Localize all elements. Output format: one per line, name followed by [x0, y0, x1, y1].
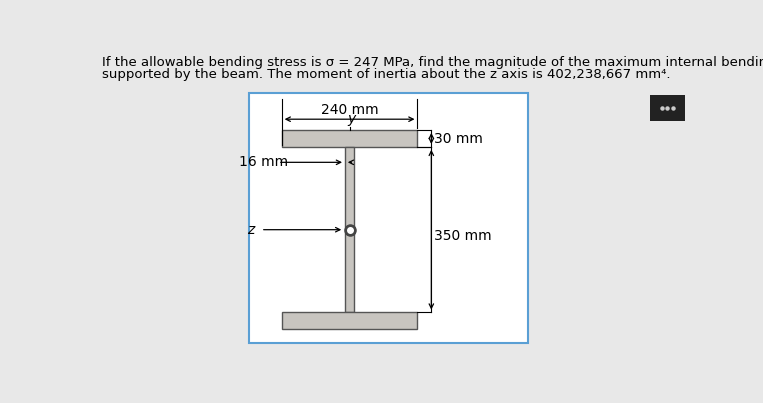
Text: supported by the beam. The moment of inertia about the z axis is 402,238,667 mm⁴: supported by the beam. The moment of ine…	[101, 69, 670, 81]
Bar	[649, 95, 685, 121]
Text: 240 mm: 240 mm	[320, 103, 378, 117]
Text: 16 mm: 16 mm	[239, 155, 288, 169]
Bar	[282, 312, 417, 329]
Bar	[282, 130, 417, 147]
Bar	[249, 93, 528, 343]
Text: 350 mm: 350 mm	[434, 229, 492, 243]
Text: y: y	[347, 112, 356, 126]
Text: z: z	[247, 223, 254, 237]
Text: 30 mm: 30 mm	[434, 131, 483, 145]
Bar	[345, 147, 354, 312]
Text: If the allowable bending stress is σ = 247 MPa, find the magnitude of the maximu: If the allowable bending stress is σ = 2…	[101, 56, 763, 69]
